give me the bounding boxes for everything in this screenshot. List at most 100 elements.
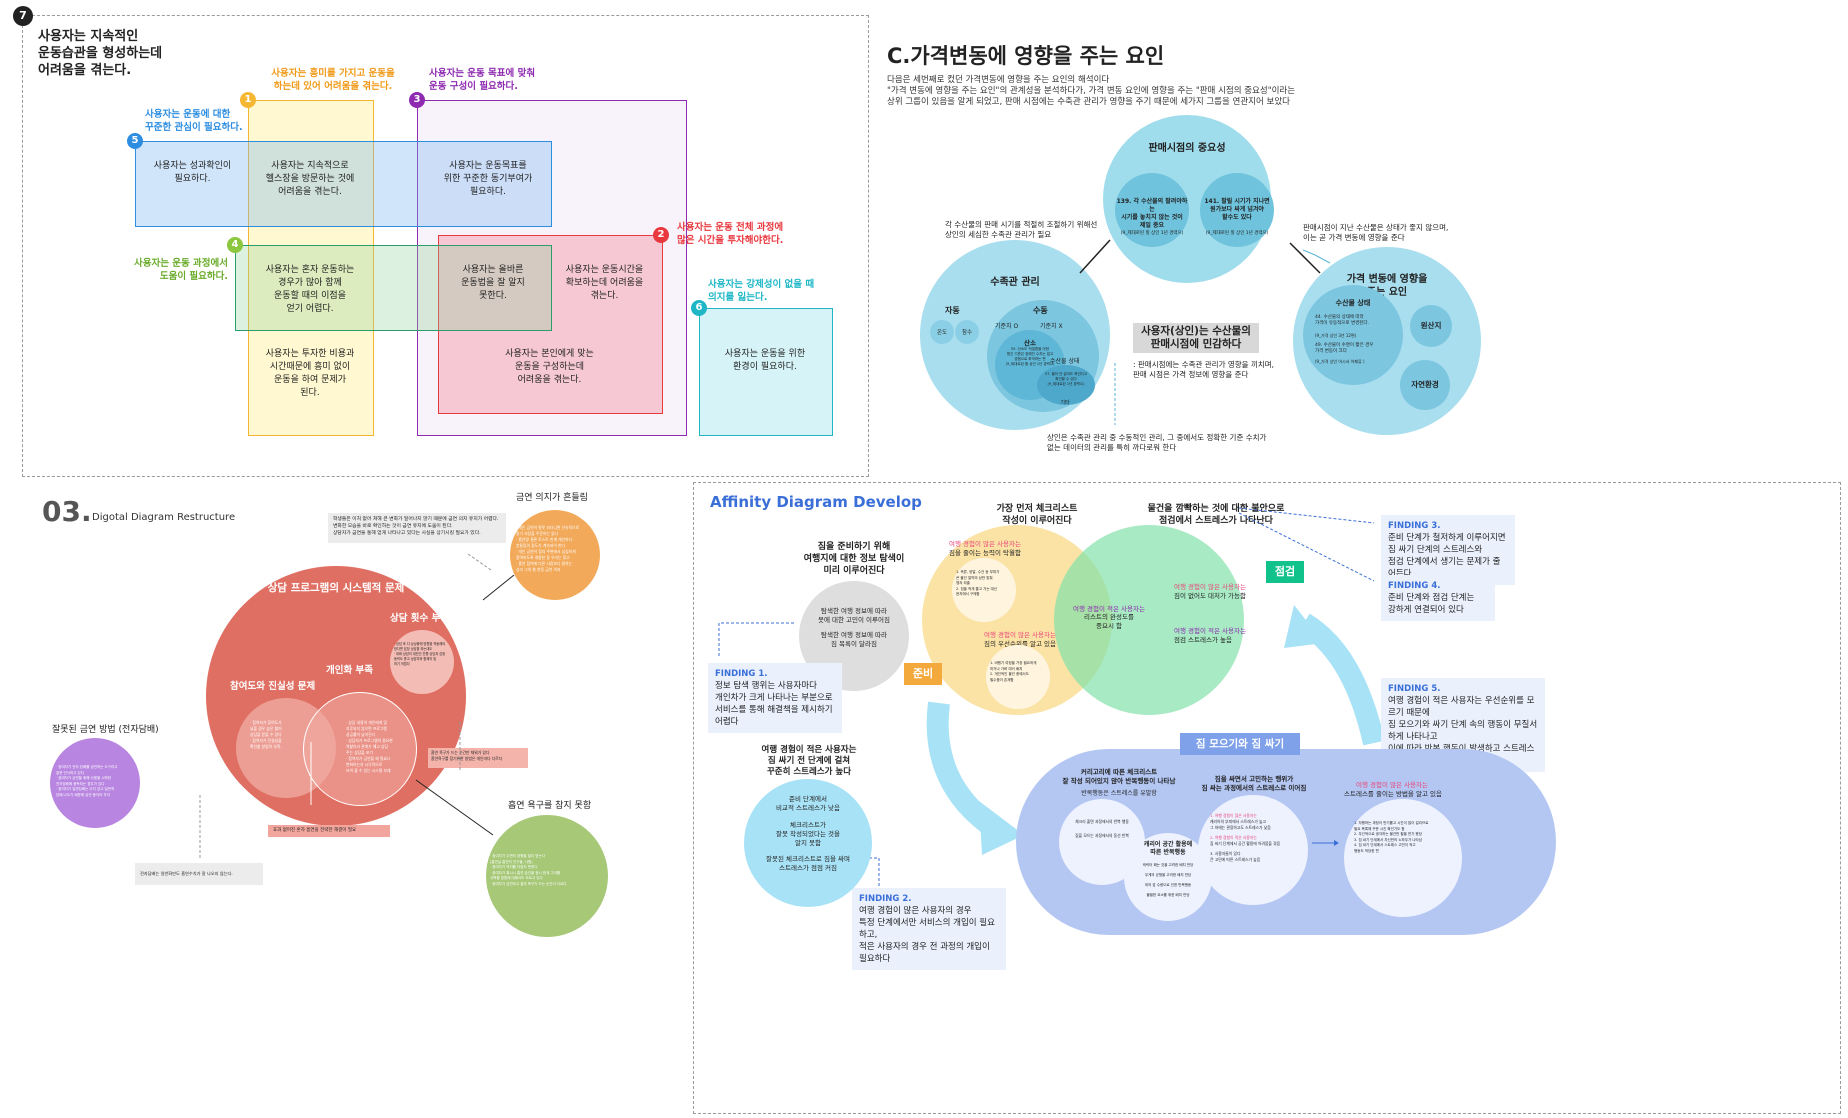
check-b: 점검 스트레스가 높음 (1174, 636, 1232, 644)
aquarium-auto-label: 자동 (945, 306, 960, 315)
top-info-box (328, 513, 506, 543)
finding-2-text: 여행 경험이 많은 사용자의 경우 특정 단계에서만 서비스의 개입이 필요하고… (859, 906, 995, 964)
center-box (1133, 323, 1259, 353)
fish-condition-label: 수산물 상태 (1335, 299, 1371, 307)
pack-d-hl: 여행 경험이 많은 사용자는 (1356, 781, 1428, 789)
cell-text: 사용자는 운동을 위한 환경이 필요하다. (724, 349, 806, 372)
info-text-b: 탐색한 여행 정보에 따라 짐 목록이 달라짐 (821, 631, 887, 648)
packing-label: 짐 모으기와 짐 싸기 (1180, 733, 1300, 755)
group-number-3: 3 (409, 92, 425, 108)
finding-1: FINDING 1. 정보 탐색 행위는 사용자마다 개인차가 크게 나타나는 부… (708, 663, 842, 733)
prep-a: 짐을 줄이는 능력이 탁월함 (949, 549, 1021, 557)
stress-circle (744, 779, 872, 907)
right-note: 판매시점이 지난 수산물은 상태가 좋지 않으며, 이는 곧 가격 변동에 영향… (1303, 223, 1449, 242)
pack-b-title: 캐리어 공간 활용에 따른 반복행동 (1143, 841, 1193, 856)
left-info-text: 전자담배는 일반화만도 흡연수치가 잘 나오지 않는다. (140, 871, 233, 876)
finding-5-label: FINDING 5. (1388, 684, 1441, 694)
panel4-title: Affinity Diagram Develop (710, 493, 922, 511)
pack-arrow (1312, 840, 1339, 846)
group-number-2: 2 (653, 227, 669, 243)
check-a-hl: 여행 경험이 많은 사용자는 (1174, 583, 1246, 591)
group-number-4: 4 (227, 237, 243, 253)
topright-circle (510, 510, 600, 600)
sale-point-a-sub: (9_제대로된 힐 상인 1년 경력으) (1120, 231, 1184, 236)
topright-text: · 개인 금연이 잘못 되더니면 신속적으로 용기 사탕을 주문하는 있다 · … (516, 525, 580, 572)
personal-circle (303, 692, 417, 806)
cell-text: 사용자는 본인에게 맞는 운동을 구성하는데 어려움을 겪는다. (505, 349, 594, 385)
top-info-text: 학생들은 이처 없어 쳐해 큰 변화가 일어나지 않기 때문에 금연 의지 유지… (333, 517, 499, 536)
fish-condition-circle (1303, 285, 1403, 385)
bottomright-title: 흡연 욕구를 참지 못함 (508, 801, 592, 811)
info-text-a: 탐색한 여행 정보에 따라 못에 대한 고민이 이루어짐 (818, 607, 890, 624)
auto-water-text: 참수 (961, 330, 973, 336)
count-shortage-text: · 상담 후 다 상상중에 방향을 작동해야 한다면 담당 상담을 하는대도 ·… (394, 642, 446, 666)
pack-a-title: 커리고리에 따른 체크리스트 잘 작성 되어있지 않아 반복행동이 나타남 (1062, 768, 1176, 785)
personal-text: · 상담 내용이 개인에게 맞 지루되지 않으면 프로그램 성공률이 낮아진다 … (346, 720, 393, 773)
group-rect-3 (417, 100, 687, 436)
finding-2-label: FINDING 2. (859, 894, 912, 904)
group-label-2: 사용자는 운동 전체 과정에 많은 시간을 투자해야한다. (677, 222, 784, 246)
count-shortage-circle (390, 630, 454, 694)
check-tag: 점검 (1266, 561, 1304, 583)
group-number-5: 5 (127, 133, 143, 149)
panel3-subtitle: Digotal Diagram Restructure (92, 512, 236, 523)
fish-state-note: 57. 물이 안 갈아도 죽인다고 확인할 수 있다 (9_제대로된 1년 경력… (1044, 372, 1088, 386)
cell-text: 사용자는 지속적으로 헬스장을 방문하는 것에 어려움을 겪는다. (265, 161, 355, 197)
origin-label: 원산지 (1420, 321, 1442, 330)
origin-circle (1410, 305, 1452, 347)
group-label-5: 사용자는 운동에 대한 꾸준한 관심이 필요하다. (145, 109, 243, 133)
bottomright-text: · 참여자가 주변의 영향을 많이 받는다 (흡연실 흡연자 친구들, 사원) … (490, 854, 567, 886)
pack-d: 스트레스를 줄이는 방법을 알고 있음 (1344, 790, 1442, 798)
sale-point-a (1115, 173, 1189, 247)
pack-c-2: 짐 싸기 단계에서 공간 활용에 어려움을 겪음 (1210, 841, 1281, 846)
group-rect-2 (438, 235, 663, 414)
stress-b: 체크리스트가 잘못 작성되었다는 것을 알지 못함 (776, 821, 840, 847)
info-circle-title: 짐을 준비하기 위해 여행지에 대한 정보 탐색이 미리 이루어진다 (803, 542, 905, 576)
bottomright-circle (486, 815, 608, 937)
cell-text: 사용자는 투자한 비용과 시간때문에 흥미 없이 운동을 하여 문제가 된다. (265, 349, 355, 398)
left-info-box (135, 863, 263, 885)
prep-a-hl: 여행 경험이 많은 사용자는 (949, 540, 1021, 548)
pink-info-text: 흡연 욕구가 드는 순간만 채워가 있다 흡연욕구를 참기위한 방법은 개인마다… (431, 750, 503, 761)
nature-circle (1400, 360, 1450, 410)
pink-info-box (428, 748, 528, 768)
sale-point-a-text: 139. 각 수산물의 팔려야하는 시기를 놓치지 않는 것이 제일 중요 (1116, 198, 1188, 229)
pack-a-1: 체크리 출면 과정에서의 반복 행동 (1075, 819, 1129, 824)
cell-text: 사용자는 운동시간을 확보하는데 어려움을 겪는다. (565, 265, 644, 301)
center-box-text: 사용자(상인)는 수산물의 판매시점에 민감하다 (1141, 325, 1251, 350)
finding-4-text: 준비 단계와 점검 단계는 강하게 연결되어 있다 (1388, 593, 1475, 615)
stress-c: 잘못된 체크리스트로 짐을 싸며 스트레스가 점점 커짐 (766, 855, 850, 872)
mid-hl: 여행 경험이 적은 사용자는 (1073, 605, 1145, 613)
panel-price-factors: C.가격변동에 영향을 주는 요인 다음은 세번째로 컸던 가격변동에 영향을 … (875, 15, 1840, 475)
flow-arrows (718, 507, 1465, 903)
manual-std-o: 기준치 O (995, 323, 1019, 330)
panel-badge: 7 (13, 6, 33, 26)
fish-condition-note-b: 49. 수산물이 수명이 짧은 경우 가격 변동이 크다 (1315, 343, 1374, 354)
group-number-6: 6 (691, 300, 707, 316)
group-label-1: 사용자는 흥미를 가지고 운동을 하는데 있어 어려움을 겪는다. (271, 68, 395, 92)
stress-a: 준비 단계에서 비교적 스트레스가 낮음 (776, 795, 840, 812)
fish-state-label: 수산물 상태 (1050, 358, 1080, 365)
particip-title: 참여도와 진실성 문제 (230, 681, 316, 692)
personal-title: 개인화 부족 (326, 665, 374, 676)
cell-text: 사용자는 운동목표를 위한 꾸준한 동기부여가 필요하다. (443, 161, 533, 197)
cell-text: 사용자는 혼자 운동하는 경우가 많아 함께 운동할 때의 이점을 얻기 어렵다… (265, 265, 355, 314)
check-a: 짐이 없어도 대처가 가능함 (1174, 592, 1246, 600)
top-right-label: 물건을 깜빡하는 것에 대한 불안으로 점검에서 스트레스가 나타난다 (1147, 504, 1285, 526)
nature-label: 자연환경 (1411, 380, 1439, 389)
group-label-6: 사용자는 강제성이 없을 때 의지를 잃는다. (708, 279, 815, 303)
pack-c-1: 캐리어의 부피에서 스트레스가 높고 그 하에는 관광하고도 스트레스가 낮음 (1210, 819, 1271, 830)
prep-a-items: 1. 옥류, 양말, 수건 등 부피가 큰 물건 절약의 상만 맞춰 챙겨 외출… (956, 570, 1000, 596)
pack-c-circle (1198, 795, 1308, 905)
manual-label: 수동 (1033, 306, 1048, 315)
pack-c-hl1: 1. 여행 경험이 많은 사용자는 (1210, 813, 1257, 818)
prep-b: 짐의 우선순위를 알고 있음 (984, 640, 1056, 648)
group-label-4: 사용자는 운동 과정에서 도움이 필요하다. (133, 258, 228, 282)
left-circle (50, 738, 140, 828)
group-rect-6 (699, 308, 833, 436)
pack-b-1: 캐릭터 패는 것을 고려한 배치 반당 (1142, 863, 1194, 867)
prep-tag: 준비 (904, 663, 942, 685)
panel2-title: C.가격변동에 영향을 주는 요인 (887, 44, 1165, 68)
finding-3: FINDING 3. 준비 단계가 철저하게 이루어지면 짐 싸기 단계의 스트레… (1381, 515, 1515, 585)
panel1-title: 사용자는 지속적인 운동습관을 형성하는데 어려움을 겪는다. (38, 29, 163, 78)
